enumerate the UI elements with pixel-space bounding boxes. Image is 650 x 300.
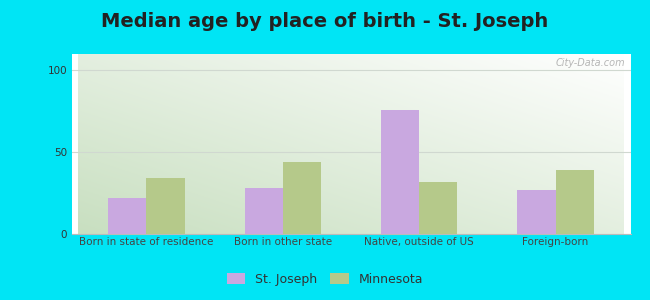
Bar <box>556 170 593 234</box>
Bar <box>244 188 283 234</box>
Bar <box>283 162 321 234</box>
Bar <box>109 198 146 234</box>
Bar <box>381 110 419 234</box>
Bar <box>517 190 556 234</box>
Bar <box>419 182 458 234</box>
Text: Median age by place of birth - St. Joseph: Median age by place of birth - St. Josep… <box>101 12 549 31</box>
Bar <box>146 178 185 234</box>
Legend: St. Joseph, Minnesota: St. Joseph, Minnesota <box>222 268 428 291</box>
Text: City-Data.com: City-Data.com <box>555 58 625 68</box>
